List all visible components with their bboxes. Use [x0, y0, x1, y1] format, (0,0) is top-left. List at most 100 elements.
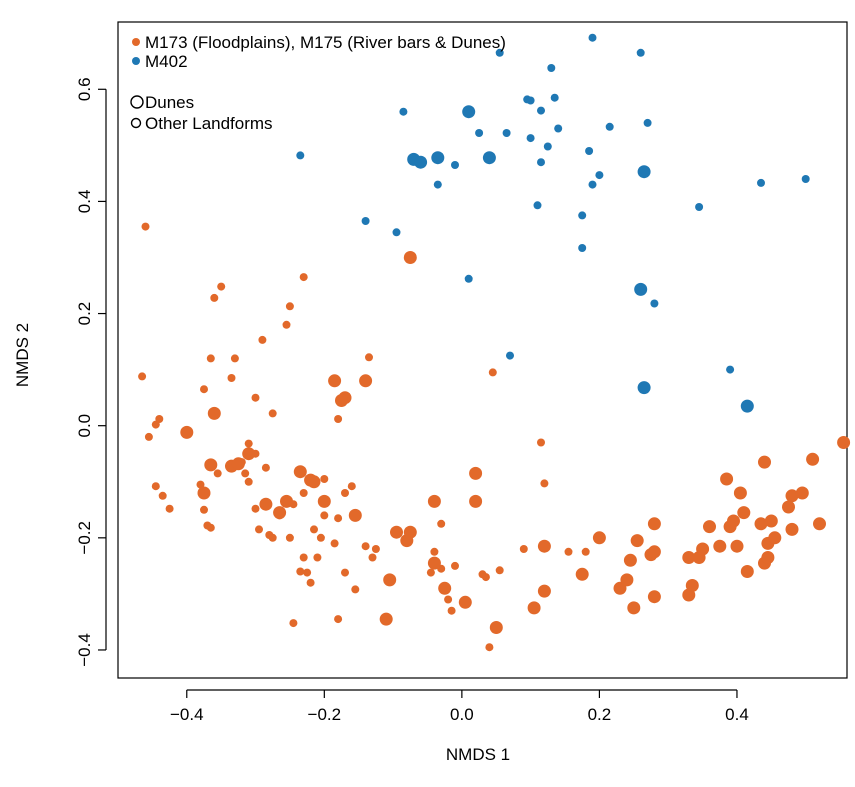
data-point-series0-137	[737, 506, 751, 520]
y-tick-label: 0.4	[75, 190, 94, 214]
data-point-series1-20	[595, 171, 604, 180]
data-point-series0-11	[227, 374, 236, 382]
data-point-series0-136	[733, 486, 747, 500]
y-tick-label: 0.6	[75, 77, 94, 101]
data-point-series0-132	[720, 472, 734, 486]
data-point-series0-118	[627, 601, 641, 615]
data-point-series0-131	[713, 539, 727, 553]
data-point-series1-1	[588, 33, 597, 42]
data-point-series0-117	[620, 573, 634, 587]
data-point-series0-30	[165, 504, 174, 513]
data-point-series0-135	[730, 539, 744, 553]
data-point-series1-22	[433, 180, 442, 189]
data-point-series1-13	[502, 129, 511, 137]
data-point-series0-125	[682, 551, 696, 564]
data-point-series0-48	[316, 533, 325, 542]
data-point-series0-74	[488, 368, 497, 377]
data-point-series0-36	[320, 475, 329, 483]
data-point-series0-111	[527, 601, 541, 615]
data-point-series1-33	[506, 351, 514, 360]
data-point-series0-34	[251, 504, 260, 513]
data-point-series0-50	[299, 553, 308, 562]
data-point-series0-4	[285, 302, 294, 311]
data-point-series1-43	[740, 399, 754, 413]
data-point-series0-107	[438, 581, 452, 595]
data-point-series0-24	[261, 463, 270, 472]
data-point-series0-53	[371, 545, 380, 553]
x-tick-label: −0.4	[170, 705, 204, 724]
legend-size-other	[130, 117, 142, 129]
data-point-series0-29	[158, 491, 167, 500]
data-point-series0-119	[630, 534, 644, 548]
data-point-series1-29	[392, 228, 401, 237]
data-point-series0-93	[307, 475, 321, 489]
data-point-series0-59	[351, 585, 360, 594]
data-point-series1-0	[495, 48, 504, 57]
data-point-series0-79	[403, 251, 417, 264]
data-point-series0-94	[280, 494, 293, 508]
data-point-series0-70	[495, 566, 504, 575]
data-point-series0-145	[768, 531, 782, 545]
data-point-series0-46	[255, 525, 263, 534]
data-point-series0-97	[317, 494, 331, 508]
data-point-series0-98	[348, 508, 362, 522]
data-point-series0-75	[537, 438, 545, 447]
data-point-series0-43	[310, 525, 318, 534]
data-point-series0-62	[430, 547, 439, 556]
data-point-series1-41	[634, 282, 648, 296]
data-point-series0-41	[320, 511, 329, 520]
data-point-series1-35	[462, 105, 476, 119]
y-axis: −0.4 −0.2 0.0 0.2 0.4 0.6	[75, 77, 107, 667]
data-point-series0-143	[761, 551, 775, 564]
data-point-series0-105	[383, 573, 397, 587]
data-point-series0-5	[282, 320, 291, 329]
data-point-series0-25	[244, 477, 253, 486]
data-point-series0-60	[289, 619, 298, 628]
y-tick-label: 0.0	[75, 414, 94, 438]
data-point-series1-27	[578, 211, 587, 220]
x-axis-label: NMDS 1	[446, 745, 510, 764]
data-point-series0-123	[647, 517, 661, 531]
data-point-series0-37	[299, 489, 308, 497]
data-point-series1-39	[482, 151, 496, 165]
y-tick-label: 0.2	[75, 302, 94, 326]
data-point-series0-146	[782, 500, 795, 514]
data-point-series0-54	[361, 542, 370, 551]
data-point-series0-12	[200, 385, 208, 394]
data-point-series0-110	[379, 612, 393, 626]
data-point-series1-7	[537, 106, 545, 115]
data-point-series0-130	[696, 542, 710, 556]
data-point-series0-2	[210, 293, 219, 302]
data-point-series1-15	[543, 142, 552, 151]
data-point-series0-14	[151, 420, 160, 429]
data-point-series0-17	[334, 415, 343, 423]
data-point-series0-80	[328, 374, 342, 388]
data-point-series1-5	[526, 96, 535, 105]
data-point-series1-3	[547, 64, 556, 72]
data-point-series1-26	[695, 203, 704, 211]
data-point-series0-55	[296, 567, 305, 576]
data-point-series0-77	[564, 547, 573, 556]
data-point-series0-66	[444, 595, 453, 604]
data-point-series0-144	[764, 514, 778, 528]
data-point-series1-31	[464, 274, 473, 283]
data-point-series1-16	[585, 147, 594, 155]
data-point-series0-40	[347, 482, 356, 491]
data-point-series0-90	[197, 486, 211, 500]
data-point-series0-85	[207, 406, 221, 420]
data-point-series0-104	[469, 494, 483, 508]
data-point-series0-49	[330, 539, 339, 548]
points-layer	[138, 33, 851, 652]
data-point-series0-76	[540, 479, 549, 488]
data-point-series1-32	[650, 299, 659, 308]
data-point-series1-25	[533, 201, 542, 210]
legend: M173 (Floodplains), M175 (River bars & D…	[130, 33, 506, 133]
data-point-series1-2	[636, 48, 645, 57]
data-point-series0-3	[299, 273, 308, 282]
legend-label-dunes: Dunes	[145, 93, 194, 112]
data-point-series0-84	[180, 425, 194, 439]
data-point-series0-51	[313, 553, 322, 562]
data-point-series0-10	[138, 372, 147, 381]
data-point-series1-10	[605, 122, 614, 131]
